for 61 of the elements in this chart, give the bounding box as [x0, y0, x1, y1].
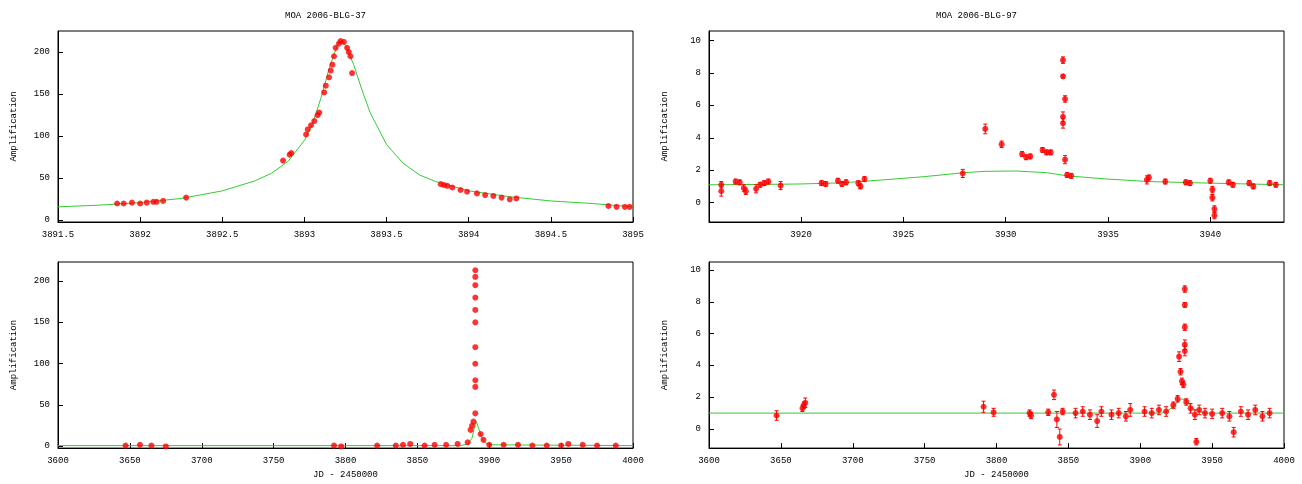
- x-tick-label: 3600: [698, 455, 720, 466]
- chart-title: MOA 2006-BLG-97: [935, 10, 1018, 21]
- x-tick-label: 3920: [790, 229, 812, 240]
- x-tick-label: 3750: [913, 455, 936, 466]
- x-tick-label: 4000: [622, 455, 644, 466]
- y-axis-title: Amplification: [8, 91, 19, 162]
- x-axis-title: JD - 2450000: [313, 469, 378, 480]
- y-axis-title: Amplification: [659, 319, 670, 391]
- y-tick-label: 0: [695, 424, 701, 435]
- x-tick-label: 3892.5: [206, 229, 239, 240]
- x-tick-label: 3891.5: [41, 229, 75, 240]
- x-tick-label: 3700: [190, 455, 213, 466]
- x-tick-label: 3800: [334, 455, 357, 466]
- y-tick-label: 100: [33, 358, 50, 369]
- y-tick-label: 200: [33, 47, 50, 58]
- y-tick-label: 10: [690, 35, 701, 46]
- x-tick-label: 3925: [892, 229, 915, 240]
- y-tick-label: 8: [695, 68, 701, 79]
- y-tick-label: 4: [695, 132, 701, 143]
- x-tick-label: 3950: [1201, 455, 1223, 466]
- x-tick-label: 3750: [262, 455, 285, 466]
- x-tick-label: 3600: [47, 455, 69, 466]
- y-tick-label: 2: [695, 165, 701, 176]
- y-tick-label: 6: [695, 100, 701, 111]
- x-tick-label: 3895: [622, 229, 644, 240]
- x-tick-label: 3940: [1199, 229, 1222, 240]
- x-tick-label: 3700: [841, 455, 864, 466]
- y-tick-label: 150: [33, 89, 50, 100]
- x-tick-label: 3894.5: [534, 229, 568, 240]
- x-tick-label: 3650: [119, 455, 141, 466]
- x-tick-label: 3935: [1097, 229, 1119, 240]
- chart-title: MOA 2006-BLG-37: [284, 10, 367, 21]
- x-tick-label: 3850: [1057, 455, 1080, 466]
- x-tick-label: 3900: [478, 455, 501, 466]
- x-tick-label: 3892: [129, 229, 151, 240]
- x-tick-label: 4000: [1273, 455, 1295, 466]
- y-tick-label: 50: [39, 173, 50, 184]
- y-axis-title: Amplification: [659, 91, 670, 162]
- x-tick-label: 3893: [293, 229, 316, 240]
- y-tick-label: 200: [33, 276, 50, 287]
- y-axis-title: Amplification: [8, 319, 19, 391]
- y-tick-label: 6: [695, 328, 701, 339]
- x-axis-title: JD - 2450000: [964, 469, 1029, 480]
- y-tick-label: 10: [690, 264, 701, 275]
- y-tick-label: 2: [695, 392, 701, 403]
- y-tick-label: 100: [33, 131, 50, 142]
- x-tick-label: 3950: [550, 455, 572, 466]
- x-tick-label: 3850: [406, 455, 429, 466]
- y-tick-label: 4: [695, 360, 701, 371]
- y-tick-label: 0: [44, 215, 50, 226]
- x-tick-label: 3650: [770, 455, 792, 466]
- y-tick-label: 50: [39, 400, 50, 411]
- x-tick-label: 3930: [994, 229, 1017, 240]
- y-tick-label: 8: [695, 296, 701, 307]
- y-tick-label: 150: [33, 317, 50, 328]
- x-tick-label: 3900: [1129, 455, 1152, 466]
- y-tick-label: 0: [695, 197, 701, 208]
- x-tick-label: 3800: [985, 455, 1008, 466]
- y-tick-label: 0: [44, 441, 50, 452]
- x-tick-label: 3893.5: [370, 229, 403, 240]
- x-tick-label: 3894: [457, 229, 480, 240]
